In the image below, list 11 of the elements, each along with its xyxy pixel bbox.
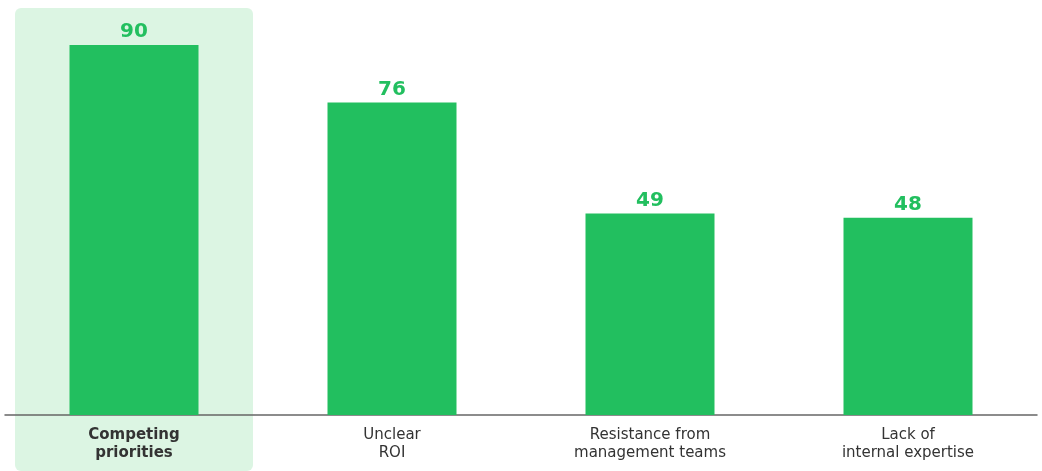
data-label: 76 (378, 75, 406, 100)
x-tick-label: Resistance from management teams (574, 425, 727, 461)
data-label: 49 (636, 186, 664, 211)
bar (327, 102, 457, 415)
data-label: 48 (894, 190, 922, 215)
bar (585, 213, 715, 415)
x-tick-label: Competing priorities (88, 425, 180, 461)
x-tick-label: Lack of internal expertise (841, 425, 975, 461)
data-label: 90 (120, 18, 148, 42)
bar (843, 217, 973, 415)
x-tick-label: Unclear ROI (363, 425, 422, 461)
